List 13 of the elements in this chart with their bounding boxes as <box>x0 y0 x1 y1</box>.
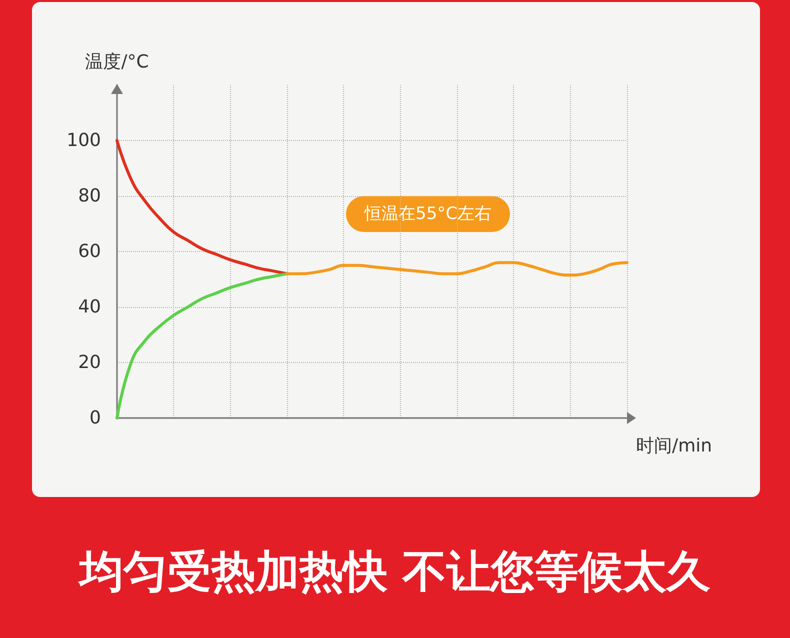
line-series <box>116 139 288 276</box>
annotation: 恒温在55°C左右 <box>363 204 492 224</box>
x-axis-title: 时间/min <box>636 436 712 456</box>
y-tick-label: 80 <box>78 186 101 206</box>
y-tick-label: 0 <box>90 408 101 428</box>
y-tick-label: 60 <box>78 241 101 262</box>
y-tick-label: 20 <box>78 352 101 373</box>
line-series <box>116 272 288 420</box>
y-tick-label: 100 <box>66 130 101 151</box>
y-tick-label: 40 <box>78 296 101 318</box>
y-axis-title: 温度/°C <box>85 52 149 72</box>
text: 均匀受热加热快 不让您等候太久 <box>77 546 711 598</box>
line-series <box>286 261 628 277</box>
